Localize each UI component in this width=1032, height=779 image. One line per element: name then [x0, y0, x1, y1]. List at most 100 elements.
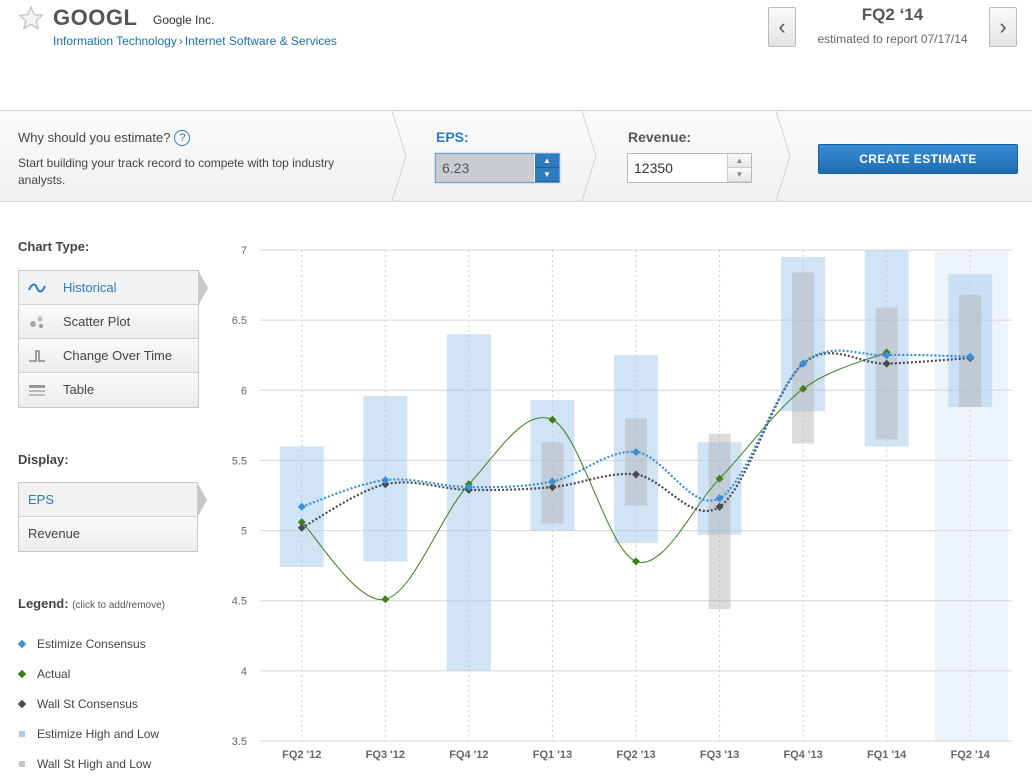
display-eps[interactable]: EPS [19, 482, 207, 518]
x-tick-label: FQ3 '13 [700, 749, 739, 761]
x-tick-label: FQ2 '12 [282, 749, 321, 761]
x-tick-label: FQ2 '13 [616, 749, 655, 761]
actual-point [715, 474, 724, 483]
company-name: Google Inc. [153, 13, 215, 27]
square-icon [19, 761, 25, 767]
display-selector: EPS Revenue [18, 482, 207, 552]
actual-point [799, 384, 808, 393]
y-tick-label: 7 [241, 245, 247, 257]
display-label: Revenue [28, 526, 81, 541]
wallst-point [715, 502, 724, 511]
previous-quarter-button[interactable]: ‹ [768, 7, 796, 47]
actual-line [301, 351, 887, 600]
diamond-icon [17, 699, 27, 709]
estimize-range-bar [446, 334, 491, 671]
revenue-stepper[interactable]: ▲ ▼ [627, 153, 752, 183]
y-tick-label: 5.5 [232, 455, 247, 467]
display-revenue[interactable]: Revenue [19, 517, 197, 551]
diamond-icon [17, 639, 27, 649]
chart-type-label: Scatter Plot [63, 314, 131, 329]
actual-point [632, 557, 640, 566]
chart-type-label: Table [63, 382, 95, 397]
estimize-point [966, 352, 975, 361]
revenue-decrement-button[interactable]: ▼ [727, 168, 751, 182]
wallst-point [882, 359, 891, 368]
y-tick-label: 6.5 [232, 315, 247, 327]
divider-chevron-icon [776, 111, 791, 201]
wallst-range-bar [708, 433, 731, 610]
chart-type-change[interactable]: Change Over Time [19, 339, 198, 373]
revenue-input[interactable] [628, 154, 726, 182]
star-icon[interactable] [18, 5, 44, 31]
y-tick-label: 3.5 [232, 736, 247, 748]
ticker-symbol: GOOGL [53, 5, 138, 30]
estimize-line [301, 349, 971, 508]
breadcrumb-separator: › [178, 34, 183, 48]
eps-decrement-button[interactable]: ▼ [535, 168, 559, 182]
x-tick-label: FQ1 '14 [867, 749, 907, 761]
estimize-point [632, 448, 640, 457]
table-icon [29, 385, 45, 396]
wave-icon [28, 283, 46, 293]
why-estimate: Why should you estimate?? [18, 130, 191, 146]
wallst-point [548, 483, 557, 492]
legend-label: Estimize High and Low [37, 727, 160, 741]
chart-type-label: Historical [63, 280, 117, 295]
actual-point [548, 415, 557, 424]
x-tick-label: FQ1 '13 [533, 749, 572, 761]
wallst-range-bar [625, 418, 647, 506]
create-estimate-button[interactable]: CREATE ESTIMATE [818, 144, 1018, 174]
wallst-range-bar [959, 294, 982, 408]
sector-link[interactable]: Information Technology [53, 34, 177, 48]
y-tick-label: 6 [241, 385, 247, 397]
estimate-bar: Why should you estimate?? Start building… [0, 110, 1032, 202]
y-tick-label: 4 [241, 666, 247, 678]
x-tick-label: FQ4 '13 [783, 749, 822, 761]
estimize-point [882, 351, 891, 360]
eps-input[interactable] [436, 154, 534, 182]
why-estimate-label: Why should you estimate? [18, 130, 171, 145]
eps-stepper-buttons: ▲ ▼ [535, 154, 559, 182]
eps-increment-button[interactable]: ▲ [535, 154, 559, 168]
revenue-label: Revenue: [628, 129, 692, 145]
chart-type-table[interactable]: Table [19, 373, 198, 407]
wallst-range-bar [875, 307, 898, 440]
wallst-point [381, 480, 390, 489]
chart-type-selector: Historical Scatter Plot Change Over Time… [18, 270, 208, 408]
actual-point [381, 595, 390, 604]
x-tick-label: FQ4 '12 [449, 749, 488, 761]
estimize-point [548, 477, 557, 486]
estimize-range-bar [864, 250, 909, 447]
wallst-point [632, 470, 640, 479]
help-icon[interactable]: ? [174, 130, 191, 146]
eps-stepper[interactable]: ▲ ▼ [435, 153, 560, 183]
chart-type-scatter[interactable]: Scatter Plot [19, 305, 198, 339]
report-date: estimated to report 07/17/14 [817, 32, 968, 46]
estimize-point [464, 483, 473, 492]
legend-label: Estimize Consensus [37, 637, 146, 651]
industry-link[interactable]: Internet Software & Services [184, 34, 337, 48]
revenue-increment-button[interactable]: ▲ [727, 154, 751, 168]
revenue-stepper-buttons: ▲ ▼ [727, 154, 751, 182]
divider-chevron-icon [392, 111, 407, 201]
y-tick-label: 5 [241, 526, 247, 538]
estimize-point [715, 494, 724, 503]
display-label: EPS [28, 492, 55, 507]
estimize-range-bar [948, 273, 993, 408]
breadcrumb: Information Technology › Internet Software… [53, 34, 337, 48]
legend-label: Wall St High and Low [37, 757, 152, 771]
estimize-point [381, 476, 390, 485]
eps-history-chart: 3.5 4 4.5 5 5.5 6 6.5 7 FQ2 '12 FQ3 '12 FQ4 '12 FQ1… [232, 245, 1012, 761]
chart-type-historical[interactable]: Historical [19, 270, 208, 306]
legend-label: Actual [37, 667, 71, 681]
legend-heading: Legend: (click to add/remove) [18, 596, 165, 611]
x-tick-label: FQ2 '14 [951, 749, 991, 761]
y-tick-label: 4.5 [232, 596, 247, 608]
x-tick-label: FQ3 '12 [366, 749, 405, 761]
divider-chevron-icon [582, 111, 597, 201]
next-quarter-button[interactable]: › [989, 7, 1017, 47]
display-heading: Display: [18, 452, 69, 467]
why-estimate-description: Start building your track record to comp… [18, 156, 335, 187]
chart-type-label: Change Over Time [63, 348, 173, 363]
actual-point [297, 518, 306, 527]
